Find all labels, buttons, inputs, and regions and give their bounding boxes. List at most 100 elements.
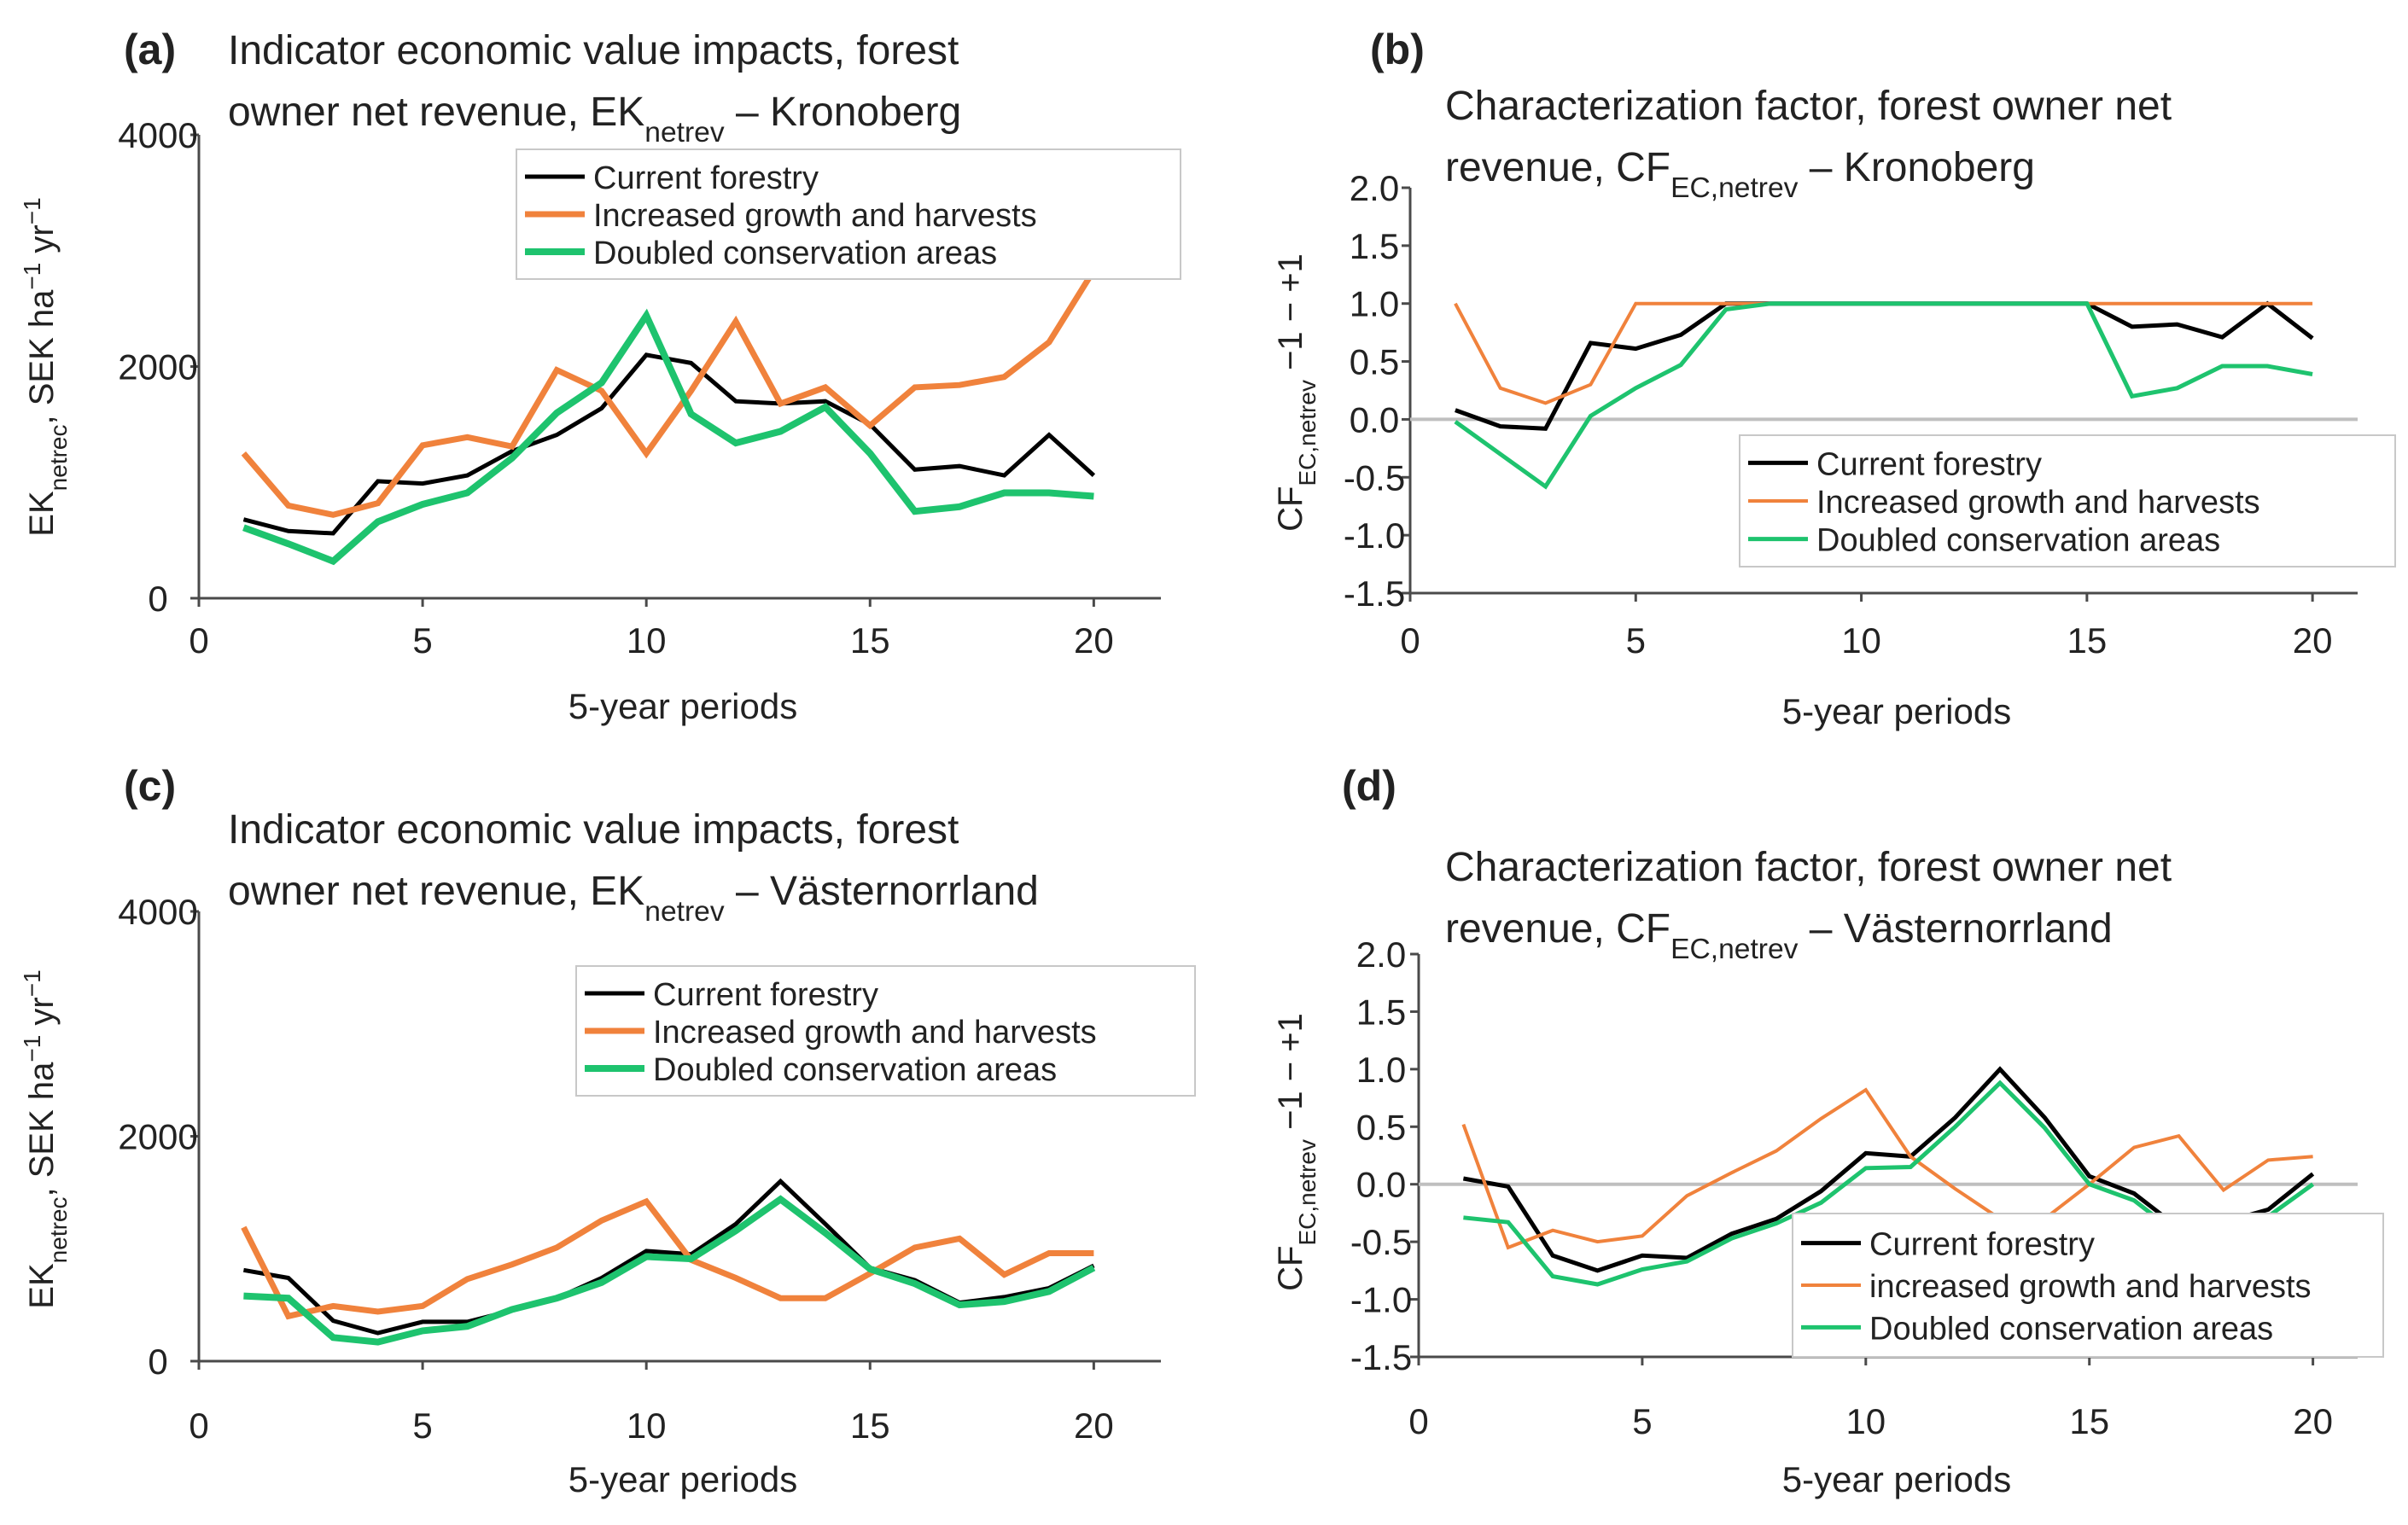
legend-label-doubled: Doubled conservation areas (593, 236, 997, 271)
legend-box (516, 148, 1181, 280)
data-point-doubled (1687, 1261, 1688, 1262)
chart-title-line: owner net revenue, EKnetrev – Västernorr… (228, 869, 1039, 928)
data-point-doubled (243, 1295, 244, 1296)
x-tick-label: 10 (1845, 1401, 1886, 1441)
data-point-current (2134, 1193, 2135, 1194)
data-point-increased (2131, 303, 2132, 304)
panel-b: (b) Characterization factor, forest owner… (1272, 26, 2396, 731)
data-point-increased (870, 425, 871, 426)
data-point-doubled (288, 1298, 289, 1299)
y-tick-label: 2000 (118, 1117, 197, 1157)
data-point-doubled (243, 527, 244, 528)
series-line-increased (1461, 1087, 2313, 1250)
series-line-doubled (242, 308, 1094, 566)
y-tick-label: -1.5 (1344, 573, 1405, 614)
y-tick-label: 4000 (118, 892, 197, 932)
data-point-doubled (333, 1337, 334, 1338)
data-point-current (2222, 337, 2223, 338)
data-point-doubled (1776, 1223, 1777, 1224)
panel-label: (a) (124, 26, 176, 73)
data-point-doubled (333, 561, 334, 562)
chart-title-line: Characterization factor, forest owner ne… (1445, 84, 2172, 129)
data-point-increased (2178, 1136, 2179, 1137)
data-point-increased (511, 446, 512, 447)
data-point-current (1687, 1258, 1688, 1259)
y-axis-label-run: −1 (19, 1035, 45, 1062)
data-point-doubled (1004, 1301, 1005, 1302)
y-axis-label-run: EK (23, 491, 61, 537)
data-point-increased (601, 1220, 602, 1221)
data-point-doubled (1951, 303, 1952, 304)
data-point-doubled (959, 506, 960, 507)
y-tick-label: 4000 (118, 115, 197, 155)
y-axis-label-run: CF (1272, 486, 1309, 532)
data-point-current (2044, 1117, 2045, 1118)
data-point-increased (1641, 1236, 1642, 1237)
data-point-increased (780, 403, 781, 404)
chart-title-line-run: Characterization factor, forest owner ne… (1445, 845, 2172, 890)
legend-label-current: Current forestry (1816, 446, 2042, 482)
data-point-doubled (780, 431, 781, 432)
series-line-doubled (1454, 301, 2313, 490)
data-point-current (1731, 1233, 1732, 1234)
data-point-doubled (1635, 387, 1636, 388)
legend-label-doubled: Doubled conservation areas (1869, 1311, 2273, 1347)
y-tick-label: 1.5 (1350, 226, 1399, 266)
chart-title-line-run: revenue, CF (1445, 906, 1670, 952)
data-point-doubled (511, 457, 512, 458)
x-tick-label: 0 (1408, 1401, 1428, 1441)
data-point-doubled (1048, 1291, 1049, 1292)
x-tick-label: 0 (189, 1406, 208, 1446)
legend-label-current: Current forestry (593, 160, 819, 196)
data-point-current (646, 354, 647, 355)
data-point-increased (333, 1306, 334, 1307)
data-point-current (1048, 434, 1049, 435)
y-tick-label: -1.5 (1350, 1337, 1412, 1377)
y-tick-label: -0.5 (1350, 1222, 1412, 1262)
y-axis-label-run: , SEK ha (23, 1062, 61, 1197)
data-point-doubled (2044, 1127, 2045, 1128)
data-point-doubled (1955, 1126, 1956, 1127)
data-point-doubled (2222, 366, 2223, 367)
data-point-current (736, 1224, 737, 1225)
panel-d: (d) Characterization factor, forest owner… (1272, 762, 2384, 1499)
legend-box (575, 965, 1196, 1097)
panel-label: (d) (1342, 762, 1396, 810)
data-point-increased (2177, 303, 2178, 304)
data-point-increased (2134, 1147, 2135, 1148)
x-tick-label: 10 (1841, 620, 1881, 661)
data-point-current (1093, 475, 1094, 476)
panel-label: (b) (1370, 26, 1425, 73)
data-point-increased (2268, 1160, 2269, 1161)
chart-title-line-run: – Kronoberg (1798, 145, 2035, 190)
y-axis-label-run: netrec (45, 1197, 72, 1264)
y-tick-label: 2000 (118, 347, 197, 387)
data-point-increased (511, 1264, 512, 1265)
y-axis-label-run: EK (23, 1263, 61, 1309)
data-point-increased (1726, 303, 1727, 304)
data-point-increased (646, 1201, 647, 1202)
data-point-current (914, 469, 915, 470)
data-point-increased (601, 391, 602, 392)
data-point-current (377, 480, 378, 481)
data-point-current (333, 1320, 334, 1321)
y-tick-label: 0 (148, 1342, 167, 1382)
y-axis-label: CFEC,netrev −1 − +1 (1272, 253, 1321, 532)
data-point-increased (467, 437, 468, 438)
data-point-increased (1048, 341, 1049, 342)
y-tick-label: 0 (148, 579, 167, 619)
y-axis-label-run: , SEK ha (23, 289, 61, 425)
data-point-doubled (601, 1282, 602, 1283)
x-tick-label: 10 (627, 1406, 667, 1446)
legend-label-doubled: Doubled conservation areas (653, 1052, 1057, 1088)
x-tick-label: 0 (1400, 620, 1420, 661)
data-point-doubled (780, 1199, 781, 1200)
data-point-current (1500, 426, 1501, 427)
legend-label-increased: Increased growth and harvests (653, 1015, 1097, 1051)
chart-title-line: revenue, CFEC,netrev – Kronoberg (1445, 145, 2035, 204)
data-point-doubled (736, 443, 737, 444)
data-point-current (1999, 1068, 2000, 1069)
